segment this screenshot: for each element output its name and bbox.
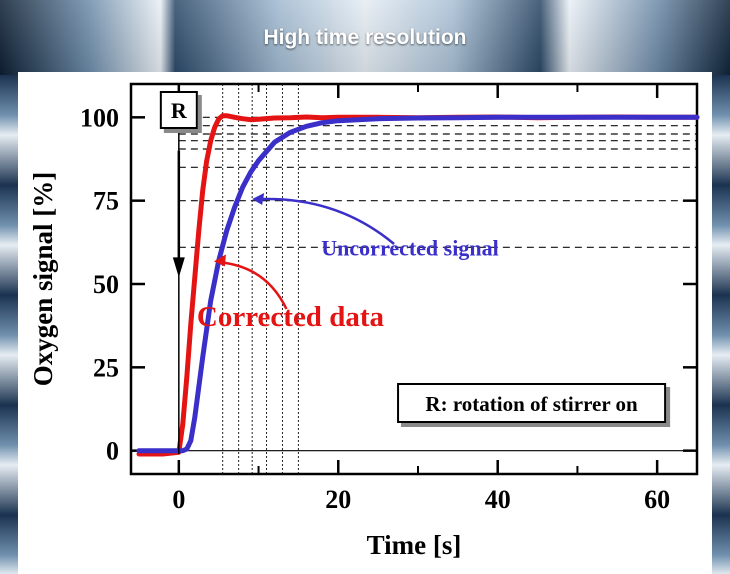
x-tick-label: 20 — [325, 485, 351, 514]
series-layer — [136, 113, 700, 457]
r-marker-box — [159, 91, 198, 129]
axes: 0 25 50 75 100 0 20 40 60 Time [s] Oxygen signal [… — [28, 82, 699, 560]
uncorrected-arrow-shaft — [262, 197, 395, 245]
uncorrected-label: Uncorrected signal — [321, 235, 498, 260]
uncorrected-arrow-head — [252, 193, 265, 205]
y-tick-label: 100 — [80, 103, 119, 132]
x-tick-label: 60 — [644, 485, 670, 514]
corrected-arrow-head — [213, 254, 226, 267]
stirrer-note-text: R: rotation of stirrer on — [425, 392, 638, 416]
corrected-arrow-shaft — [220, 261, 288, 310]
x-axis-title: Time [s] — [367, 530, 462, 560]
series-uncorrected-line — [136, 114, 700, 454]
corrected-label: Corrected data — [197, 301, 385, 333]
r-arrow-head — [172, 257, 185, 278]
stirrer-note-box — [397, 383, 667, 423]
y-axis-title: Oxygen signal [%] — [28, 172, 58, 387]
y-tick-label: 0 — [106, 437, 119, 466]
plot-frame — [129, 82, 699, 476]
y-tick-label: 25 — [93, 353, 119, 382]
line-chart: 0 25 50 75 100 0 20 40 60 Time [s] Oxygen signal [… — [28, 82, 700, 560]
chart-panel: 0 25 50 75 100 0 20 40 60 Time [s] Oxygen signal [… — [18, 72, 712, 574]
x-tick-label: 40 — [485, 485, 511, 514]
x-tick-label: 0 — [172, 485, 185, 514]
y-tick-label: 50 — [93, 270, 119, 299]
y-tick-label: 75 — [93, 187, 119, 216]
right-decor-strip — [712, 75, 730, 574]
title-bar — [0, 0, 730, 75]
annotation-layer: R Uncorrected signal Corrected data R: rota… — [159, 90, 667, 454]
r-marker-label: R — [171, 98, 188, 123]
slide-title: High time resolution — [263, 26, 467, 49]
left-decor-strip — [0, 75, 18, 574]
